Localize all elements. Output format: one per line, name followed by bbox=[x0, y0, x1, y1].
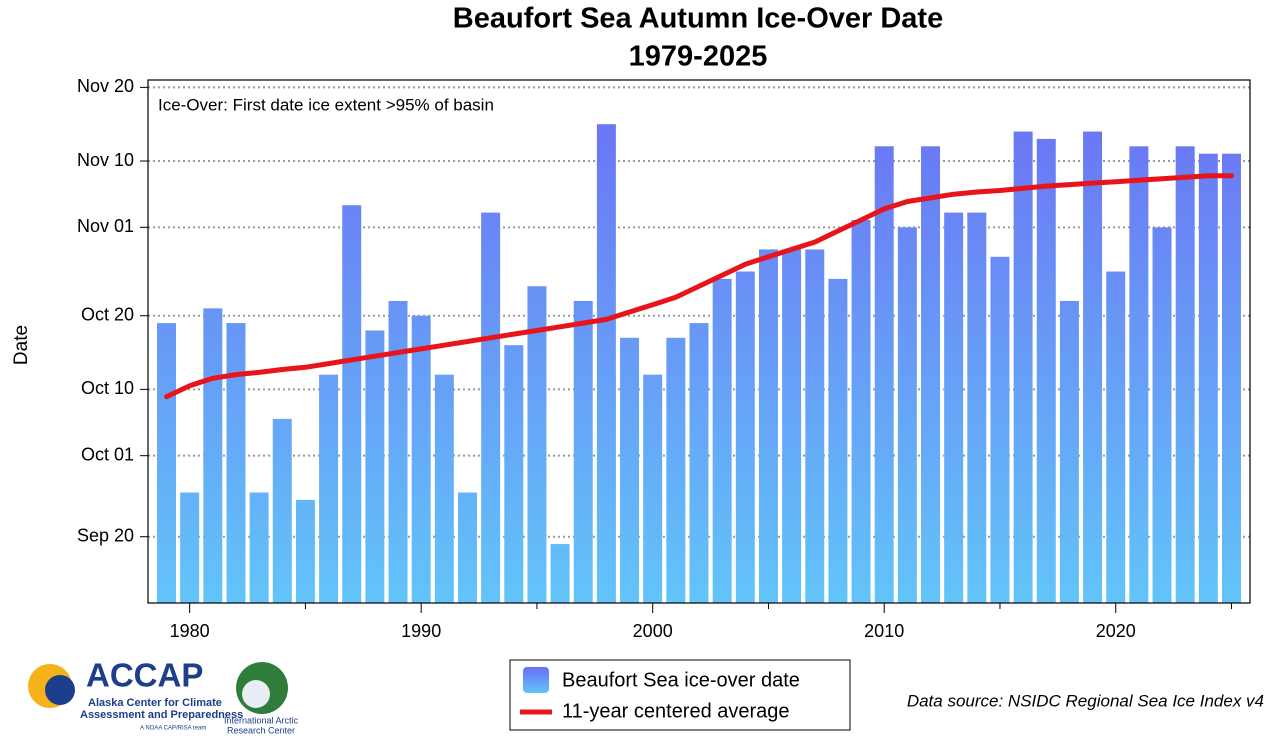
bar bbox=[249, 492, 269, 603]
logo-text: International Arctic bbox=[224, 715, 299, 725]
legend-label: Beaufort Sea ice-over date bbox=[562, 669, 800, 691]
accap-logo: ACCAP Alaska Center for Climate Assessme… bbox=[28, 657, 243, 732]
bar bbox=[1013, 131, 1033, 603]
iarc-logo: International Arctic Research Center bbox=[224, 662, 299, 735]
bar bbox=[272, 418, 292, 603]
data-source: Data source: NSIDC Regional Sea Ice Inde… bbox=[907, 691, 1264, 710]
plot-area bbox=[148, 86, 1250, 604]
x-tick-label: 1990 bbox=[401, 621, 441, 641]
bar bbox=[1175, 146, 1195, 603]
y-tick-label: Oct 10 bbox=[81, 378, 134, 398]
logo-text: A NOAA CAP/RISA team bbox=[140, 726, 206, 732]
y-tick-label: Nov 20 bbox=[77, 76, 134, 96]
bar bbox=[921, 146, 941, 603]
bar bbox=[157, 323, 177, 603]
logo-text: ACCAP bbox=[86, 657, 203, 694]
bar bbox=[1036, 138, 1056, 604]
logo-text: Alaska Center for Climate bbox=[88, 697, 222, 709]
bar bbox=[712, 278, 732, 603]
legend-label: 11-year centered average bbox=[562, 700, 790, 722]
y-axis-label: Date bbox=[11, 325, 32, 365]
average-line bbox=[164, 173, 1234, 400]
bar bbox=[550, 544, 570, 603]
y-tick-label: Nov 10 bbox=[77, 150, 134, 170]
bar bbox=[1152, 227, 1172, 603]
bar bbox=[897, 227, 917, 603]
bar bbox=[434, 374, 454, 603]
bar bbox=[782, 249, 802, 603]
bar bbox=[620, 337, 640, 603]
bar bbox=[1106, 271, 1126, 603]
bar bbox=[319, 374, 339, 603]
bar bbox=[573, 300, 593, 603]
logo-bird bbox=[242, 680, 270, 708]
bar bbox=[1059, 300, 1079, 603]
bar bbox=[504, 345, 524, 603]
y-tick-label: Nov 01 bbox=[77, 216, 134, 236]
legend-box bbox=[509, 659, 851, 731]
x-tick-label: 2010 bbox=[864, 621, 904, 641]
bar bbox=[342, 205, 362, 604]
logo-text: Assessment and Preparedness bbox=[80, 709, 243, 721]
bar bbox=[643, 374, 663, 603]
bar bbox=[1129, 146, 1149, 603]
bar bbox=[596, 124, 616, 604]
bar bbox=[990, 256, 1010, 603]
bar bbox=[828, 278, 848, 603]
bar bbox=[1221, 153, 1241, 603]
x-tick-label: 1980 bbox=[170, 621, 210, 641]
bar bbox=[805, 249, 825, 603]
bar bbox=[481, 212, 501, 603]
y-tick-label: Oct 01 bbox=[81, 444, 134, 464]
bar bbox=[388, 300, 408, 603]
bar bbox=[689, 323, 709, 603]
bar bbox=[1198, 153, 1218, 603]
bar bbox=[1083, 131, 1103, 603]
y-tick-label: Sep 20 bbox=[77, 525, 134, 545]
bar bbox=[226, 323, 246, 603]
legend: Beaufort Sea ice-over date 11-year cente… bbox=[509, 659, 851, 731]
bar bbox=[295, 499, 315, 603]
bar bbox=[203, 308, 223, 603]
bar bbox=[967, 212, 987, 603]
x-tick-label: 2020 bbox=[1096, 621, 1136, 641]
bar bbox=[411, 315, 431, 603]
bar bbox=[365, 330, 385, 603]
logo-text: Research Center bbox=[227, 725, 295, 735]
bar bbox=[735, 271, 755, 603]
bar bbox=[874, 146, 894, 603]
bar bbox=[666, 337, 686, 603]
bar bbox=[457, 492, 477, 603]
bar bbox=[758, 249, 778, 603]
bar bbox=[944, 212, 964, 603]
annotation: Ice-Over: First date ice extent >95% of … bbox=[158, 95, 494, 114]
logo-snowflake bbox=[45, 675, 75, 705]
legend-swatch bbox=[523, 667, 549, 693]
y-tick-label: Oct 20 bbox=[81, 304, 134, 324]
chart-title: Beaufort Sea Autumn Ice-Over Date bbox=[453, 3, 943, 35]
bar bbox=[180, 492, 200, 603]
bar bbox=[851, 219, 871, 603]
chart-subtitle: 1979-2025 bbox=[629, 41, 768, 73]
x-tick-label: 2000 bbox=[633, 621, 673, 641]
plot-frame bbox=[147, 79, 1251, 604]
bar bbox=[527, 286, 547, 603]
